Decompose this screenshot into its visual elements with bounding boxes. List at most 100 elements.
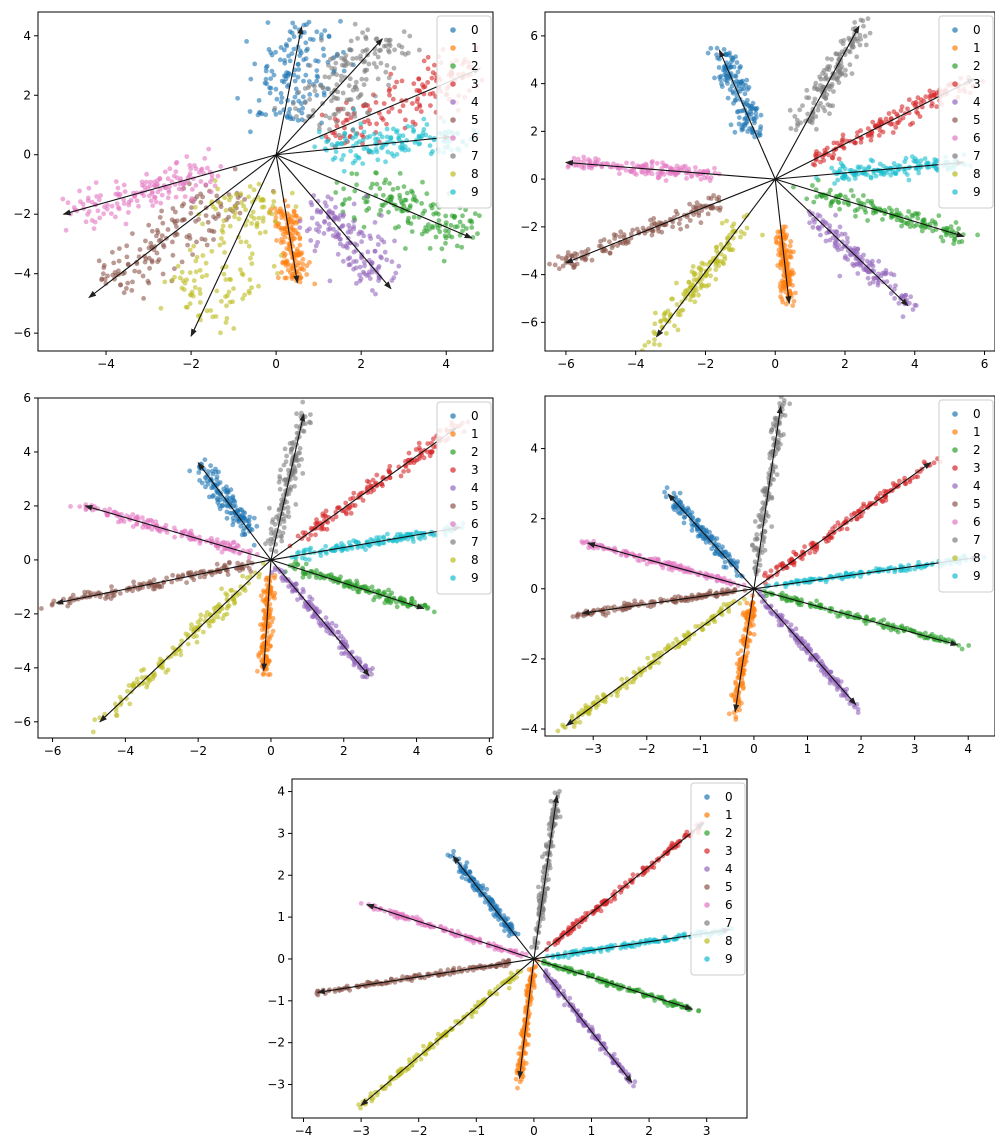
data-point <box>363 547 368 552</box>
data-point <box>393 271 398 276</box>
data-point <box>124 222 129 227</box>
data-point <box>354 182 359 187</box>
data-point <box>361 138 366 143</box>
data-point <box>147 266 152 271</box>
y-tick-label: −4 <box>13 267 31 281</box>
data-point <box>908 294 913 299</box>
data-point <box>387 89 392 94</box>
data-point <box>414 447 419 452</box>
data-point <box>332 66 337 71</box>
data-point <box>206 220 211 225</box>
data-point <box>713 267 718 272</box>
data-point <box>233 204 238 209</box>
data-point <box>331 233 336 238</box>
data-point <box>811 225 816 230</box>
data-point <box>288 59 293 64</box>
data-point <box>876 283 881 288</box>
data-point <box>373 292 378 297</box>
data-point <box>882 172 887 177</box>
data-point <box>351 259 356 264</box>
data-point <box>861 193 866 198</box>
data-point <box>110 250 115 255</box>
data-point <box>218 480 223 485</box>
data-point <box>158 177 163 182</box>
data-point <box>699 281 704 286</box>
data-point <box>308 412 313 417</box>
data-point <box>690 269 695 274</box>
data-point <box>652 342 657 347</box>
data-point <box>257 98 262 103</box>
y-tick-label: 0 <box>23 148 31 162</box>
data-point <box>272 73 277 78</box>
legend-label: 2 <box>471 59 479 73</box>
data-point <box>350 136 355 141</box>
x-tick-label: 0 <box>272 357 280 371</box>
data-point <box>335 52 340 57</box>
x-tick-label: 2 <box>357 357 365 371</box>
data-point <box>655 161 660 166</box>
data-point <box>312 282 317 287</box>
legend-marker-7 <box>952 153 958 159</box>
data-point <box>205 479 210 484</box>
data-point <box>854 54 859 59</box>
y-tick-label: −6 <box>13 326 31 340</box>
y-tick-label: 2 <box>530 124 538 138</box>
data-point <box>401 133 406 138</box>
data-point <box>334 149 339 154</box>
data-point <box>774 236 779 241</box>
data-point <box>394 130 399 135</box>
data-point <box>273 591 278 596</box>
data-point <box>664 178 669 183</box>
data-point <box>183 281 188 286</box>
data-point <box>384 142 389 147</box>
data-point <box>221 224 226 229</box>
data-point <box>706 51 711 56</box>
data-point <box>294 214 299 219</box>
data-point <box>213 207 218 212</box>
data-point <box>282 478 287 483</box>
data-point <box>267 47 272 52</box>
data-point <box>352 202 357 207</box>
data-point <box>716 259 721 264</box>
data-point <box>317 123 322 128</box>
x-tick-label: −6 <box>44 744 62 758</box>
data-point <box>243 532 248 537</box>
data-point <box>566 250 571 255</box>
data-point <box>308 37 313 42</box>
data-point <box>163 169 168 174</box>
data-point <box>752 120 757 125</box>
data-point <box>354 80 359 85</box>
data-point <box>834 76 839 81</box>
data-point <box>584 257 589 262</box>
data-point <box>151 674 156 679</box>
data-point <box>102 263 107 268</box>
data-point <box>308 238 313 243</box>
data-point <box>160 233 165 238</box>
data-point <box>304 272 309 277</box>
data-point <box>110 273 115 278</box>
data-point <box>332 214 337 219</box>
data-point <box>386 48 391 53</box>
y-tick-label: −2 <box>520 220 538 234</box>
data-point <box>835 229 840 234</box>
data-point <box>258 231 263 236</box>
data-point <box>317 130 322 135</box>
data-point <box>286 468 291 473</box>
data-point <box>670 297 675 302</box>
data-point <box>431 202 436 207</box>
data-point <box>678 313 683 318</box>
data-point <box>876 259 881 264</box>
data-point <box>286 268 291 273</box>
data-point <box>307 574 312 579</box>
data-point <box>255 669 260 674</box>
data-point <box>853 214 858 219</box>
data-point <box>411 129 416 134</box>
data-point <box>204 273 209 278</box>
data-point <box>391 154 396 159</box>
data-point <box>180 286 185 291</box>
data-point <box>241 204 246 209</box>
data-point <box>847 177 852 182</box>
data-point <box>341 212 346 217</box>
data-point <box>344 53 349 58</box>
data-point <box>885 279 890 284</box>
